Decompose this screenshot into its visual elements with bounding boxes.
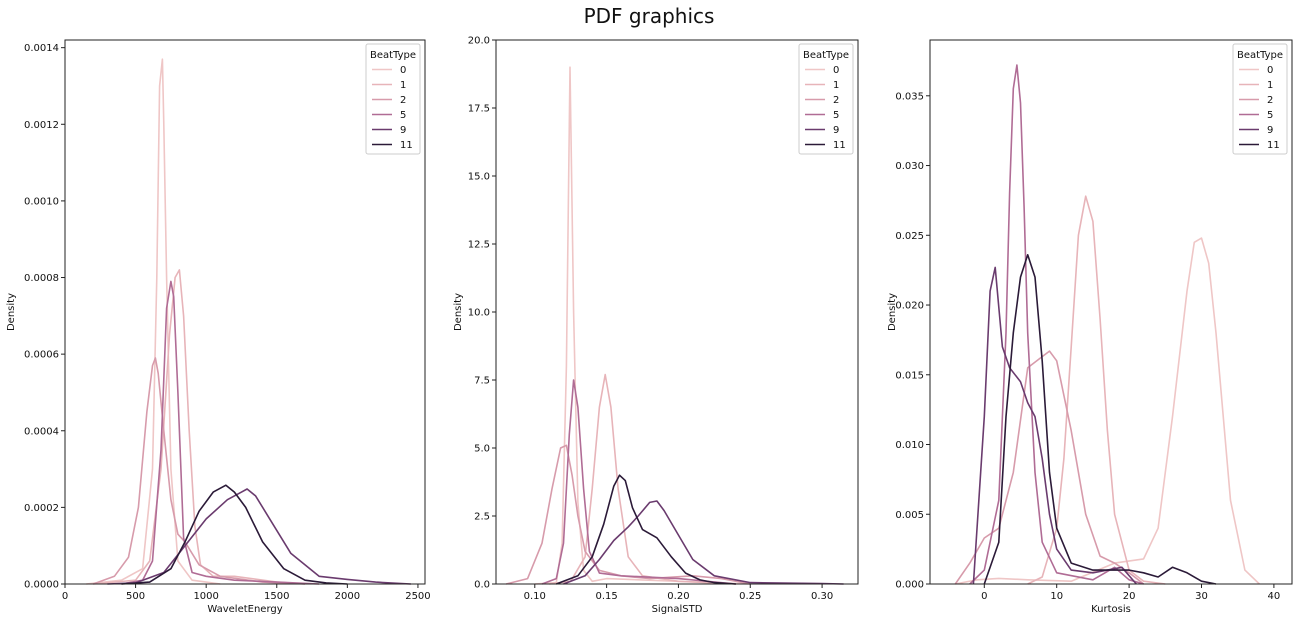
legend-entry-5: 5 [400,110,406,121]
x-tick-label: 1000 [193,591,218,602]
legend-box [798,43,854,155]
series-line-1 [1027,195,1166,585]
legend-entry-0: 0 [400,65,406,76]
y-tick-label: 0.0014 [24,43,59,54]
y-tick-label: 7.5 [474,376,490,387]
series-line-11 [983,254,1217,585]
y-axis-label: Density [887,293,898,331]
legend: BeatType 0 1 2 5 9 11 [1232,43,1288,155]
y-tick-label: 0.0010 [24,196,59,207]
chart-panel-3: 0 10 20 30 400.0000.0050.0100.0150.0200.0250… [887,39,1293,615]
x-tick-label: 0.10 [524,591,546,602]
series-line-5 [969,64,1144,585]
y-tick-label: 0.0006 [24,350,59,361]
y-tick-label: 0.010 [895,440,924,451]
x-tick-label: 30 [1195,591,1208,602]
chart-panel-2: 0.10 0.15 0.20 0.25 0.30 0.0 2.5 5.0 7.5 10.0 12.5… [453,36,859,615]
legend-entry-2: 2 [833,95,839,106]
legend-title: BeatType [803,50,849,61]
x-tick-label: 500 [126,591,145,602]
series-line-11 [556,474,736,585]
x-tick-label: 2500 [405,591,430,602]
y-tick-label: 10.0 [468,308,490,319]
y-tick-label: 20.0 [468,36,490,47]
x-tick-label: 0 [981,591,987,602]
axes-frame [929,39,1293,585]
legend-entry-0: 0 [1267,65,1273,76]
x-tick-label: 10 [1050,591,1063,602]
legend-box [1232,43,1288,155]
legend-entry-5: 5 [1267,110,1273,121]
x-axis-label: Kurtosis [1091,604,1131,615]
legend-entry-9: 9 [1267,125,1273,136]
y-tick-label: 0.0012 [24,120,59,131]
legend-entry-1: 1 [400,80,406,91]
series-line-2 [954,350,1145,585]
legend-title: BeatType [370,50,416,61]
legend-title: BeatType [1237,50,1283,61]
legend: BeatType 0 1 2 5 9 11 [798,43,854,155]
legend-entry-5: 5 [833,110,839,121]
x-tick-label: 0.15 [595,591,617,602]
legend-entry-1: 1 [833,80,839,91]
series-line-2 [505,444,751,585]
y-axis-label: Density [6,293,17,331]
y-tick-label: 12.5 [468,240,490,251]
series-line-5 [121,280,320,585]
y-tick-label: 0.0 [474,580,490,591]
legend-entry-0: 0 [833,65,839,76]
y-tick-label: 0.035 [895,91,924,102]
series-line-0 [955,237,1260,585]
figure-title: PDF graphics [583,4,715,28]
series-line-9 [107,488,411,585]
series-line-0 [86,58,221,585]
legend-entry-2: 2 [1267,95,1273,106]
x-tick-label: 0 [62,591,68,602]
x-axis-label: WaveletEnergy [207,604,282,615]
legend-entry-9: 9 [400,125,406,136]
y-tick-label: 5.0 [474,444,490,455]
y-tick-label: 0.020 [895,301,924,312]
y-tick-label: 0.0008 [24,273,59,284]
x-tick-label: 0.20 [667,591,689,602]
x-axis-label: SignalSTD [652,604,703,615]
legend-entry-11: 11 [400,140,413,151]
series-line-5 [541,379,736,585]
legend: BeatType 0 1 2 5 9 11 [365,43,421,155]
series-line-9 [972,266,1137,585]
y-tick-label: 0.000 [895,580,924,591]
x-tick-label: 2000 [335,591,360,602]
series-line-0 [534,66,751,585]
y-tick-label: 0.025 [895,231,924,242]
legend-entry-1: 1 [1267,80,1273,91]
x-tick-label: 1500 [264,591,289,602]
series-line-1 [93,269,306,585]
series-line-9 [563,500,844,585]
x-tick-label: 40 [1268,591,1281,602]
y-tick-label: 2.5 [474,512,490,523]
y-tick-label: 0.030 [895,161,924,172]
y-tick-label: 0.0000 [24,580,59,591]
y-tick-label: 0.015 [895,370,924,381]
chart-panel-1: 0 500 1000 1500 2000 2500 0.0000 0.0002 0.0004 0.… [6,39,431,615]
y-tick-label: 0.0004 [24,426,59,437]
legend-entry-11: 11 [833,140,846,151]
y-tick-label: 15.0 [468,172,490,183]
y-tick-label: 17.5 [468,104,490,115]
series-line-11 [121,484,348,585]
y-axis-label: Density [453,293,464,331]
y-tick-label: 0.0002 [24,503,59,514]
x-tick-label: 0.25 [739,591,761,602]
series-line-2 [92,357,306,585]
legend-entry-11: 11 [1267,140,1280,151]
legend-box [365,43,421,155]
axes-frame [64,39,426,585]
y-tick-label: 0.005 [895,510,924,521]
legend-entry-9: 9 [833,125,839,136]
x-tick-label: 20 [1123,591,1136,602]
legend-entry-2: 2 [400,95,406,106]
x-tick-label: 0.30 [811,591,833,602]
